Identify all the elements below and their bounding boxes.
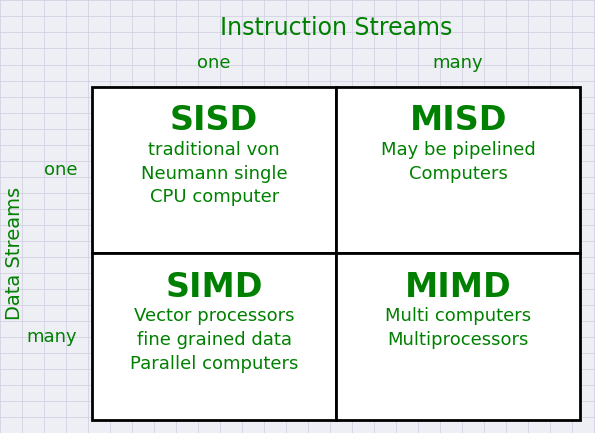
Text: many: many: [27, 328, 77, 346]
Text: SIMD: SIMD: [165, 271, 263, 304]
Text: Computers: Computers: [409, 165, 508, 183]
Text: traditional von: traditional von: [148, 141, 280, 159]
Text: Vector processors: Vector processors: [134, 307, 295, 326]
Bar: [92, 87, 336, 253]
Text: SISD: SISD: [170, 104, 258, 137]
Text: May be pipelined: May be pipelined: [381, 141, 536, 159]
Text: MISD: MISD: [409, 104, 507, 137]
Text: MIMD: MIMD: [405, 271, 512, 304]
Text: Multiprocessors: Multiprocessors: [387, 331, 529, 349]
Text: fine grained data: fine grained data: [137, 331, 292, 349]
Text: one: one: [44, 161, 77, 179]
Text: one: one: [198, 54, 231, 72]
Text: Parallel computers: Parallel computers: [130, 355, 298, 373]
Text: many: many: [433, 54, 484, 72]
Text: Multi computers: Multi computers: [385, 307, 531, 326]
Text: Data Streams: Data Streams: [5, 187, 24, 320]
Bar: [336, 253, 580, 420]
Text: Instruction Streams: Instruction Streams: [220, 16, 452, 40]
Bar: [336, 87, 580, 253]
Bar: [92, 253, 336, 420]
Text: Neumann single: Neumann single: [141, 165, 287, 183]
Text: CPU computer: CPU computer: [149, 188, 279, 207]
